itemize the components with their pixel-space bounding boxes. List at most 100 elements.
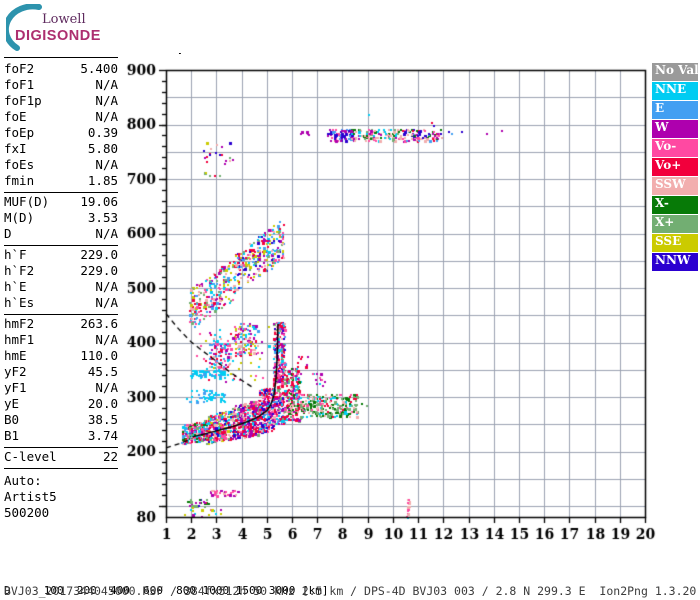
parameter-value: N/A <box>95 332 118 347</box>
parameter-row-fxi: fxI 5.80 <box>4 141 118 157</box>
parameter-value: 5.400 <box>80 61 118 76</box>
parameter-value: 3.53 <box>87 210 118 225</box>
parameter-label: fmin <box>4 173 35 188</box>
legend-item-noval: No Val <box>652 63 698 81</box>
muf-table: D 100 200 400 600 800 1000 1500 3000 [km… <box>4 553 335 600</box>
parameter-label: h`F <box>4 247 27 262</box>
parameter-label: B1 <box>4 428 20 443</box>
parameter-label: foF1p <box>4 93 42 108</box>
parameter-row-hes: h`Es N/A <box>4 295 118 311</box>
parameter-value: N/A <box>95 157 118 172</box>
legend-item-vo-: Vo- <box>652 139 698 157</box>
parameter-group: MUF(D) 19.06 M(D) 3.53 D N/A <box>4 193 118 246</box>
legend-item-ssw: SSW <box>652 177 698 195</box>
digisonde-logo: Lowell DIGISONDE <box>6 4 118 52</box>
parameter-label: yE <box>4 396 20 411</box>
parameter-row-yf1: yF1 N/A <box>4 380 118 396</box>
parameter-label: C-level <box>4 449 57 464</box>
parameter-value: N/A <box>95 226 118 241</box>
parameter-row-clevel: C-level 22 <box>4 449 118 465</box>
parameter-label: M(D) <box>4 210 35 225</box>
parameter-value: 3.74 <box>87 428 118 443</box>
parameter-value: N/A <box>95 109 118 124</box>
parameter-value: 19.06 <box>80 194 118 209</box>
legend-item-vo+: Vo+ <box>652 158 698 176</box>
autoscaling-info-line: 500200 <box>4 505 50 520</box>
parameter-label: fxI <box>4 141 27 156</box>
autoscaling-info: Auto: Artist5 500200 <box>4 469 118 521</box>
parameter-label: D <box>4 226 12 241</box>
parameter-row-mufd: MUF(D) 19.06 <box>4 194 118 210</box>
legend-item-nnw: NNW <box>652 253 698 271</box>
parameter-value: 20.0 <box>87 396 118 411</box>
parameter-row-foe: foE N/A <box>4 109 118 125</box>
legend-item-w: W <box>652 120 698 138</box>
parameter-row-fof1p: foF1p N/A <box>4 93 118 109</box>
parameter-label: yF2 <box>4 364 27 379</box>
status-line: BVJ03_2017344045000.RSF / 384fx512h 50 k… <box>4 584 697 598</box>
parameter-value: 110.0 <box>80 348 118 363</box>
parameter-label: h`F2 <box>4 263 35 278</box>
parameter-value: 22 <box>102 449 118 464</box>
parameter-group: hmF2 263.6 hmF1 N/A hmE 110.0 yF2 45.5 yF1 N/A yE 2… <box>4 315 118 448</box>
parameter-label: hmF1 <box>4 332 35 347</box>
muf-table-distance-row: D 100 200 400 600 800 1000 1500 3000 [km… <box>4 584 329 597</box>
logo-lowell-text: Lowell <box>42 12 86 27</box>
parameter-row-md: M(D) 3.53 <box>4 210 118 226</box>
legend-item-nne: NNE <box>652 82 698 100</box>
parameter-value: N/A <box>95 77 118 92</box>
legend-item-sse: SSE <box>652 234 698 252</box>
autoscaling-info-line: Auto: <box>4 473 42 488</box>
parameter-group: C-level 22 <box>4 448 118 469</box>
parameter-value: 5.80 <box>87 141 118 156</box>
parameter-label: h`Es <box>4 295 35 310</box>
parameter-row-d: D N/A <box>4 226 118 242</box>
parameter-row-fof1: foF1 N/A <box>4 77 118 93</box>
parameter-row-fmin: fmin 1.85 <box>4 173 118 189</box>
logo-arc-icon <box>6 4 42 51</box>
parameter-row-foep: foEp 0.39 <box>4 125 118 141</box>
parameter-value: 38.5 <box>87 412 118 427</box>
doppler-direction-legend: No Val NNE E W Vo- Vo+ SSW X- X+ SSE NNW <box>652 63 698 272</box>
parameter-row-hme: hmE 110.0 <box>4 348 118 364</box>
parameter-value: 0.39 <box>87 125 118 140</box>
parameter-label: B0 <box>4 412 20 427</box>
parameter-row-foes: foEs N/A <box>4 157 118 173</box>
parameter-value: 229.0 <box>80 247 118 262</box>
parameter-row-hmf1: hmF1 N/A <box>4 332 118 348</box>
parameter-value: N/A <box>95 380 118 395</box>
parameter-row-fof2: foF2 5.400 <box>4 61 118 77</box>
parameter-label: foEp <box>4 125 35 140</box>
parameter-value: 229.0 <box>80 263 118 278</box>
parameter-label: yF1 <box>4 380 27 395</box>
legend-item-x-: X- <box>652 196 698 214</box>
parameter-label: hmF2 <box>4 316 35 331</box>
parameter-label: foF1 <box>4 77 35 92</box>
parameter-label: foF2 <box>4 61 35 76</box>
legend-item-e: E <box>652 101 698 119</box>
logo-digisonde-text: DIGISONDE <box>15 28 101 44</box>
parameter-row-he: h`E N/A <box>4 279 118 295</box>
parameter-panel: foF2 5.400 foF1 N/A foF1p N/A foE N/A foEp 0.39 fx… <box>4 57 118 521</box>
parameter-value: N/A <box>95 295 118 310</box>
parameter-row-b1: B1 3.74 <box>4 428 118 444</box>
ionogram-plot-canvas <box>118 54 678 550</box>
parameter-label: foE <box>4 109 27 124</box>
parameter-row-hf2: h`F2 229.0 <box>4 263 118 279</box>
parameter-row-b0: B0 38.5 <box>4 412 118 428</box>
parameter-group: h`F 229.0 h`F2 229.0 h`E N/A h`Es N/A <box>4 246 118 315</box>
parameter-label: hmE <box>4 348 27 363</box>
parameter-value: 45.5 <box>87 364 118 379</box>
parameter-row-ye: yE 20.0 <box>4 396 118 412</box>
parameter-value: 263.6 <box>80 316 118 331</box>
parameter-value: 1.85 <box>87 173 118 188</box>
parameter-row-hmf2: hmF2 263.6 <box>4 316 118 332</box>
parameter-label: foEs <box>4 157 35 172</box>
parameter-label: MUF(D) <box>4 194 50 209</box>
parameter-value: N/A <box>95 279 118 294</box>
parameter-label: h`E <box>4 279 27 294</box>
parameter-row-hf: h`F 229.0 <box>4 247 118 263</box>
parameter-value: N/A <box>95 93 118 108</box>
parameter-row-yf2: yF2 45.5 <box>4 364 118 380</box>
autoscaling-info-line: Artist5 <box>4 489 57 504</box>
